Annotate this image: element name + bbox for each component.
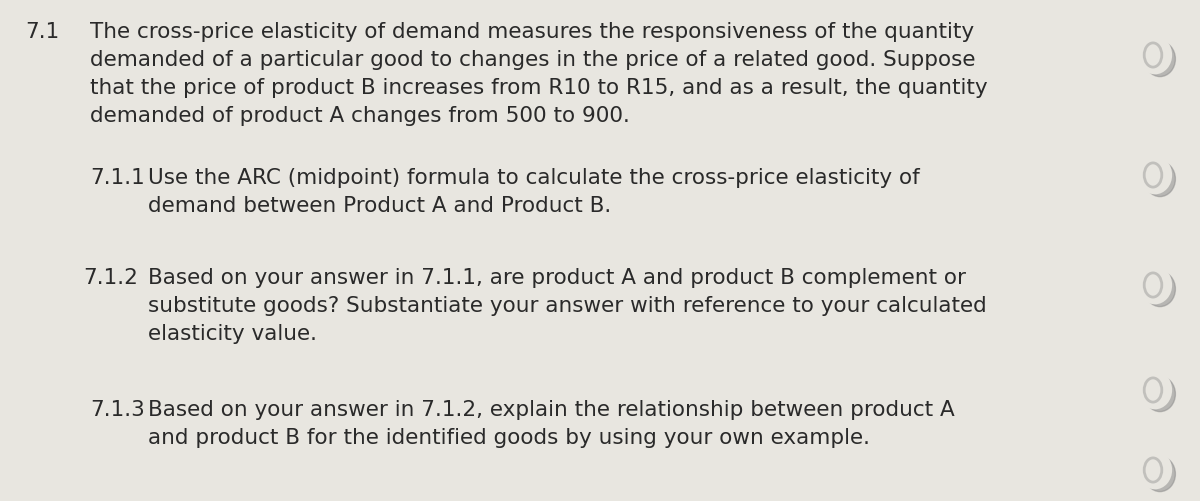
Text: 7.1.2: 7.1.2 [83,268,138,288]
Text: and product B for the identified goods by using your own example.: and product B for the identified goods b… [148,428,870,448]
Ellipse shape [1145,42,1176,77]
Ellipse shape [1140,157,1170,192]
Ellipse shape [1140,452,1170,487]
Ellipse shape [1145,161,1176,196]
Ellipse shape [1145,376,1176,412]
Text: Based on your answer in 7.1.2, explain the relationship between product A: Based on your answer in 7.1.2, explain t… [148,400,955,420]
Text: The cross-price elasticity of demand measures the responsiveness of the quantity: The cross-price elasticity of demand mea… [90,22,974,42]
Text: demanded of a particular good to changes in the price of a related good. Suppose: demanded of a particular good to changes… [90,50,976,70]
Text: demanded of product A changes from 500 to 900.: demanded of product A changes from 500 t… [90,106,630,126]
Text: substitute goods? Substantiate your answer with reference to your calculated: substitute goods? Substantiate your answ… [148,296,986,316]
Text: demand between Product A and Product B.: demand between Product A and Product B. [148,196,611,216]
Text: Based on your answer in 7.1.1, are product A and product B complement or: Based on your answer in 7.1.1, are produ… [148,268,966,288]
Ellipse shape [1145,456,1176,491]
Ellipse shape [1140,38,1170,73]
Text: 7.1.1: 7.1.1 [90,168,145,188]
Text: Use the ARC (midpoint) formula to calculate the cross-price elasticity of: Use the ARC (midpoint) formula to calcul… [148,168,919,188]
Ellipse shape [1140,372,1170,408]
Text: that the price of product B increases from R10 to R15, and as a result, the quan: that the price of product B increases fr… [90,78,988,98]
Text: 7.1.3: 7.1.3 [90,400,145,420]
Text: 7.1: 7.1 [25,22,59,42]
Ellipse shape [1140,268,1170,303]
Ellipse shape [1145,272,1176,307]
Text: elasticity value.: elasticity value. [148,324,317,344]
